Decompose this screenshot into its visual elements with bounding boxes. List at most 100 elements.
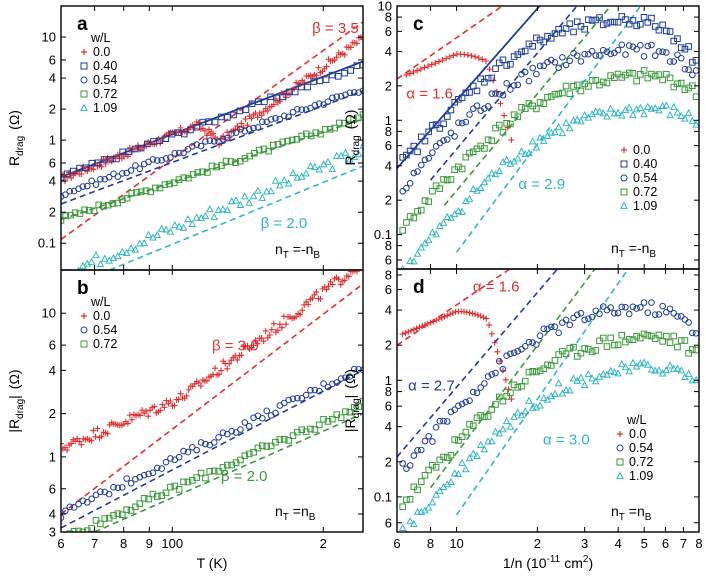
marker-a-0.40-37	[285, 88, 293, 96]
cond-mid-d: =n	[625, 503, 645, 519]
marker-c-0.54-17	[462, 118, 470, 126]
marker-a-0.0-102	[264, 107, 271, 114]
marker-d-0.54-56	[607, 304, 614, 311]
marker-c-0.54-12	[443, 136, 451, 143]
marker-c-0.54-74	[674, 51, 681, 59]
marker-c-0.0-17	[464, 52, 471, 59]
marker-c-0.54-53	[596, 52, 603, 59]
y-axis-label-b: |Rdrag| (Ω)	[6, 369, 26, 432]
marker-d-0.54-50	[585, 315, 592, 322]
marker-a-0.40-20	[180, 130, 188, 138]
marker-d-1.09-75	[677, 366, 686, 374]
marker-c-0.54-52	[592, 52, 600, 59]
ytick-label-b-5: 4	[49, 363, 56, 378]
marker-c-0.40-56	[607, 18, 614, 26]
marker-c-1.09-4	[413, 249, 422, 257]
marker-d-0.0-30	[483, 315, 490, 322]
legend-marker-c-0	[621, 147, 627, 153]
marker-b-0.54-67	[350, 365, 358, 373]
legend-label-c-4: 1.09	[633, 199, 657, 213]
marker-c-0.54-51	[588, 47, 596, 55]
marker-a-0.72-44	[265, 147, 272, 155]
marker-c-1.09-65	[640, 110, 648, 118]
marker-b-0.54-11	[105, 490, 113, 498]
marker-a-0.54-35	[210, 137, 218, 145]
marker-b-0.0-39	[137, 412, 144, 419]
marker-d-0.72-18	[466, 420, 473, 428]
marker-b-0.54-63	[333, 379, 341, 386]
marker-d-1.09-31	[513, 408, 522, 416]
marker-c-0.40-55	[603, 20, 611, 27]
marker-d-0.54-8	[429, 438, 436, 445]
marker-d-0.72-16	[458, 433, 466, 441]
marker-b-0.0-146	[353, 270, 360, 275]
marker-c-0.54-75	[677, 54, 685, 62]
marker-b-0.0-33	[124, 420, 131, 427]
marker-c-1.09-64	[636, 103, 645, 111]
marker-a-0.54-37	[219, 136, 227, 143]
marker-d-0.54-53	[596, 310, 603, 318]
fit-line-c-4	[455, 6, 642, 253]
marker-c-0.54-9	[432, 143, 440, 150]
marker-a-0.40-35	[273, 94, 281, 102]
marker-c-0.54-8	[429, 149, 436, 156]
marker-b-0.54-29	[184, 448, 192, 456]
marker-b-0.0-34	[126, 412, 133, 419]
marker-b-0.54-5	[79, 497, 87, 504]
marker-d-1.09-42	[554, 379, 563, 387]
marker-d-0.0-7	[419, 323, 426, 330]
marker-c-1.09-79	[692, 120, 699, 128]
marker-a-1.09-54	[293, 173, 302, 181]
marker-d-1.09-21	[476, 440, 485, 448]
marker-b-0.54-43	[245, 422, 253, 430]
marker-a-0.40-42	[316, 77, 324, 85]
marker-b-0.54-36	[215, 434, 222, 441]
marker-c-0.54-1	[403, 184, 410, 192]
marker-c-0.40-49	[581, 25, 588, 33]
marker-c-0.72-66	[644, 74, 652, 82]
marker-a-0.72-32	[208, 162, 216, 170]
marker-a-1.09-16	[127, 244, 135, 252]
marker-b-0.54-15	[123, 475, 130, 482]
marker-b-0.72-64	[337, 414, 345, 421]
marker-d-0.0-28	[477, 313, 484, 320]
marker-a-0.54-1	[62, 191, 69, 198]
marker-b-0.0-111	[282, 321, 289, 328]
fit-line-c-0	[397, 6, 504, 80]
marker-a-1.09-37	[219, 205, 227, 213]
frame-d	[396, 268, 700, 533]
marker-d-1.09-66	[643, 360, 652, 368]
marker-c-0.40-10	[436, 125, 444, 132]
marker-c-0.72-10	[436, 185, 444, 192]
marker-b-0.0-51	[161, 404, 168, 411]
marker-c-0.72-0	[399, 227, 406, 234]
marker-b-0.72-34	[206, 468, 214, 475]
condition-label-a: nT =-nB	[275, 241, 320, 261]
marker-c-0.40-7	[425, 128, 432, 136]
marker-c-1.09-5	[417, 243, 426, 251]
marker-b-0.0-89	[238, 352, 245, 359]
marker-b-0.0-97	[254, 340, 261, 347]
marker-a-1.09-26	[170, 220, 179, 229]
marker-d-0.72-72	[666, 339, 674, 346]
marker-c-0.0-20	[475, 54, 482, 61]
marker-a-0.40-28	[230, 111, 237, 119]
marker-c-0.54-77	[685, 66, 692, 74]
marker-b-0.54-23	[158, 465, 165, 472]
marker-a-0.0-126	[313, 72, 320, 79]
marker-c-0.54-59	[618, 41, 626, 49]
marker-d-0.54-41	[551, 323, 559, 331]
marker-a-0.40-3	[76, 164, 83, 172]
marker-c-0.72-46	[570, 83, 577, 90]
marker-d-1.09-74	[673, 364, 682, 372]
marker-c-0.40-6	[421, 137, 429, 145]
marker-b-0.72-31	[193, 474, 200, 481]
marker-b-0.72-61	[324, 418, 332, 425]
marker-a-1.09-28	[179, 223, 188, 231]
series-c-0.72	[399, 67, 699, 234]
marker-c-0.72-71	[663, 70, 670, 78]
marker-b-0.0-104	[268, 326, 275, 333]
marker-a-0.72-55	[317, 130, 324, 138]
marker-d-0.0-13	[435, 316, 442, 323]
marker-b-0.54-39	[228, 427, 235, 435]
